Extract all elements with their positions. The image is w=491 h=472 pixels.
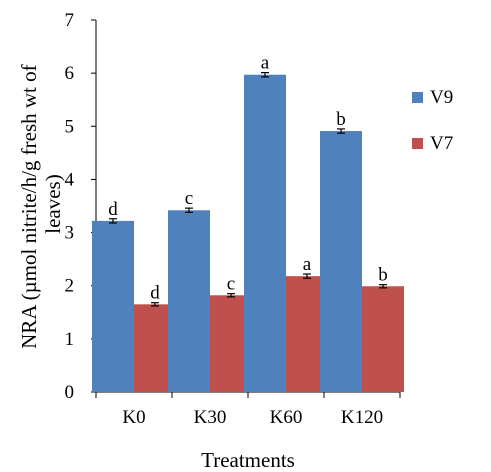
bar-V9-K60 bbox=[244, 74, 286, 392]
significance-letter: d bbox=[150, 283, 160, 304]
legend: V9 V7 bbox=[412, 87, 453, 154]
y-tick-label: 5 bbox=[65, 116, 75, 137]
y-axis-title: NRA (µmol nitrite/h/g fresh wt of leaves… bbox=[17, 59, 65, 349]
significance-letter: b bbox=[336, 109, 346, 130]
legend-swatch-V7 bbox=[412, 138, 423, 149]
bar-V9-K0 bbox=[92, 220, 134, 392]
y-tick-label: 2 bbox=[65, 276, 75, 297]
y-tick-label: 4 bbox=[65, 169, 75, 190]
x-tick-labels: K0 K30 K60 K120 bbox=[122, 407, 383, 428]
y-axis-title-line-1: NRA (µmol nitrite/h/g fresh wt of bbox=[17, 64, 41, 348]
significance-letter: a bbox=[261, 53, 270, 74]
y-axis-title-line-2: leaves) bbox=[41, 174, 65, 233]
x-axis-title: Treatments bbox=[201, 448, 295, 472]
y-tick-label: 1 bbox=[65, 329, 75, 350]
bar-V7-K120 bbox=[362, 286, 404, 392]
error-bars bbox=[109, 72, 387, 307]
x-tick-label: K0 bbox=[122, 407, 145, 428]
legend-label-V9: V9 bbox=[430, 87, 453, 108]
significance-letter: b bbox=[378, 265, 388, 286]
x-axis bbox=[95, 391, 401, 398]
y-tick-label: 7 bbox=[65, 10, 75, 31]
significance-letter: a bbox=[303, 254, 312, 275]
legend-label-V7: V7 bbox=[430, 133, 453, 154]
legend-swatch-V9 bbox=[412, 92, 423, 103]
x-tick-label: K60 bbox=[270, 407, 303, 428]
y-tick-label: 6 bbox=[65, 63, 75, 84]
y-tick-label: 3 bbox=[65, 223, 75, 244]
significance-letter: d bbox=[108, 199, 118, 220]
significance-labels: d d c c a a b b bbox=[108, 53, 388, 304]
significance-letter: c bbox=[227, 274, 235, 295]
bars bbox=[92, 74, 404, 392]
x-tick-label: K120 bbox=[341, 407, 383, 428]
bar-V9-K120 bbox=[320, 131, 362, 392]
y-axis: 0 1 2 3 4 5 6 7 bbox=[65, 10, 97, 403]
y-tick-label: 0 bbox=[65, 382, 75, 403]
x-tick-label: K30 bbox=[194, 407, 227, 428]
significance-letter: c bbox=[185, 188, 193, 209]
bar-V9-K30 bbox=[168, 210, 210, 392]
